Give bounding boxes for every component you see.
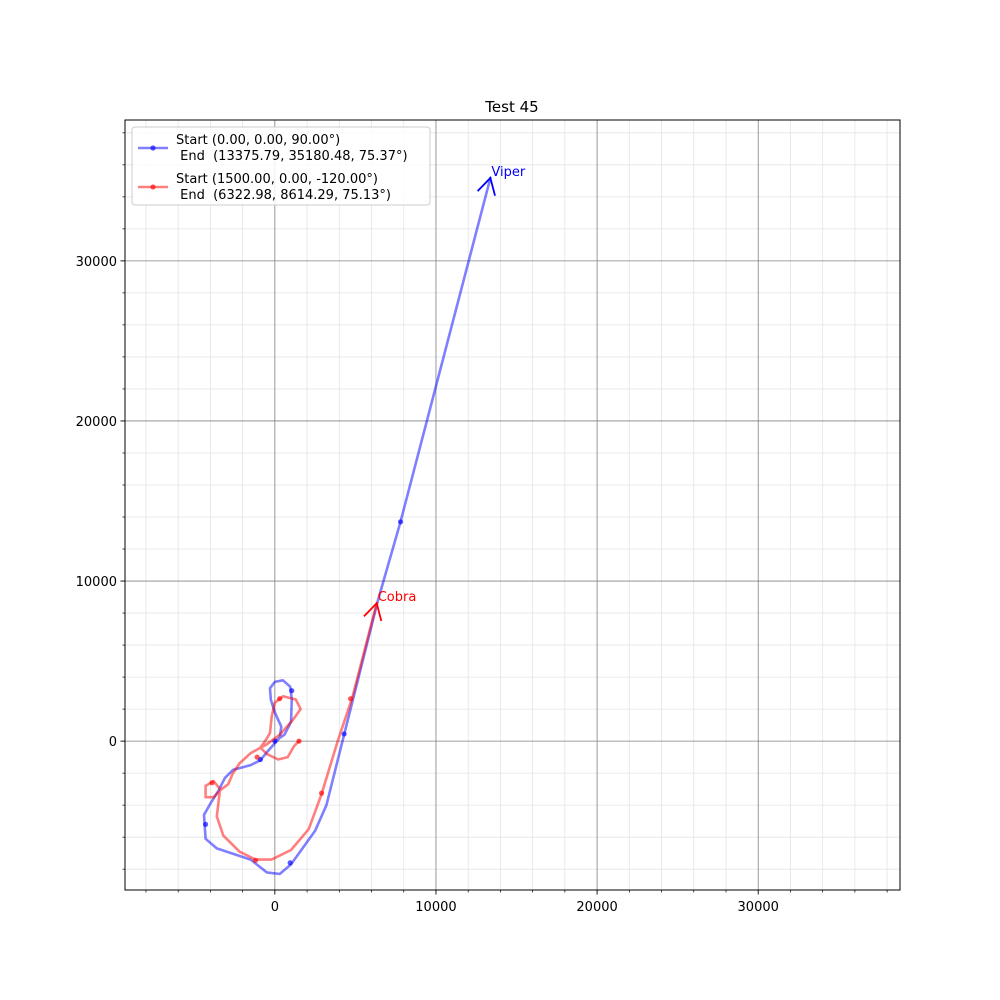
y-tick-label: 30000 — [76, 255, 117, 270]
cobra-legend-text: Start (1500.00, 0.00, -120.00°) — [176, 172, 378, 187]
cobra-marker — [209, 780, 215, 786]
grid — [125, 120, 900, 890]
viper-heading-arrow — [476, 176, 496, 196]
series-layer: Viper Cobra — [202, 165, 526, 876]
viper-label: Viper — [491, 165, 525, 180]
chart-title: Test 45 — [484, 98, 538, 116]
x-tick-label: 30000 — [738, 900, 779, 915]
x-tick-label: 0 — [271, 900, 279, 915]
viper-legend-marker — [150, 145, 156, 151]
y-tick-label: 0 — [109, 735, 117, 750]
cobra-marker — [347, 696, 354, 702]
y-tick-label: 10000 — [76, 575, 117, 590]
cobra-legend-marker — [150, 184, 156, 190]
y-tick-label: 20000 — [76, 415, 117, 430]
viper-legend-text: Start (0.00, 0.00, 90.00°) — [176, 133, 340, 148]
cobra-label: Cobra — [378, 590, 417, 605]
cobra-legend-text: End (6322.98, 8614.29, 75.13°) — [176, 188, 391, 203]
legend: Start (0.00, 0.00, 90.00°) End (13375.79… — [131, 126, 431, 206]
viper-marker — [341, 731, 347, 737]
viper-path-line — [202, 176, 492, 876]
viper-legend-text: End (13375.79, 35180.48, 75.37°) — [176, 149, 408, 164]
cobra-marker — [252, 857, 259, 863]
axes: 0 10000 20000 30000 0 10000 20000 30000 — [76, 119, 901, 915]
viper-marker — [289, 688, 295, 694]
cobra-marker — [277, 696, 283, 702]
x-tick-label: 20000 — [576, 900, 617, 915]
legend-box — [131, 126, 431, 206]
cobra-marker — [296, 738, 302, 744]
cobra-path-line — [204, 601, 379, 861]
viper-marker — [287, 860, 293, 866]
cobra-marker — [318, 790, 325, 796]
viper-marker — [202, 821, 209, 827]
x-tick-label: 10000 — [415, 900, 456, 915]
plot-frame — [124, 119, 901, 891]
cobra-heading-arrow — [363, 601, 383, 622]
viper-marker — [397, 519, 404, 525]
cobra-marker — [254, 754, 260, 760]
